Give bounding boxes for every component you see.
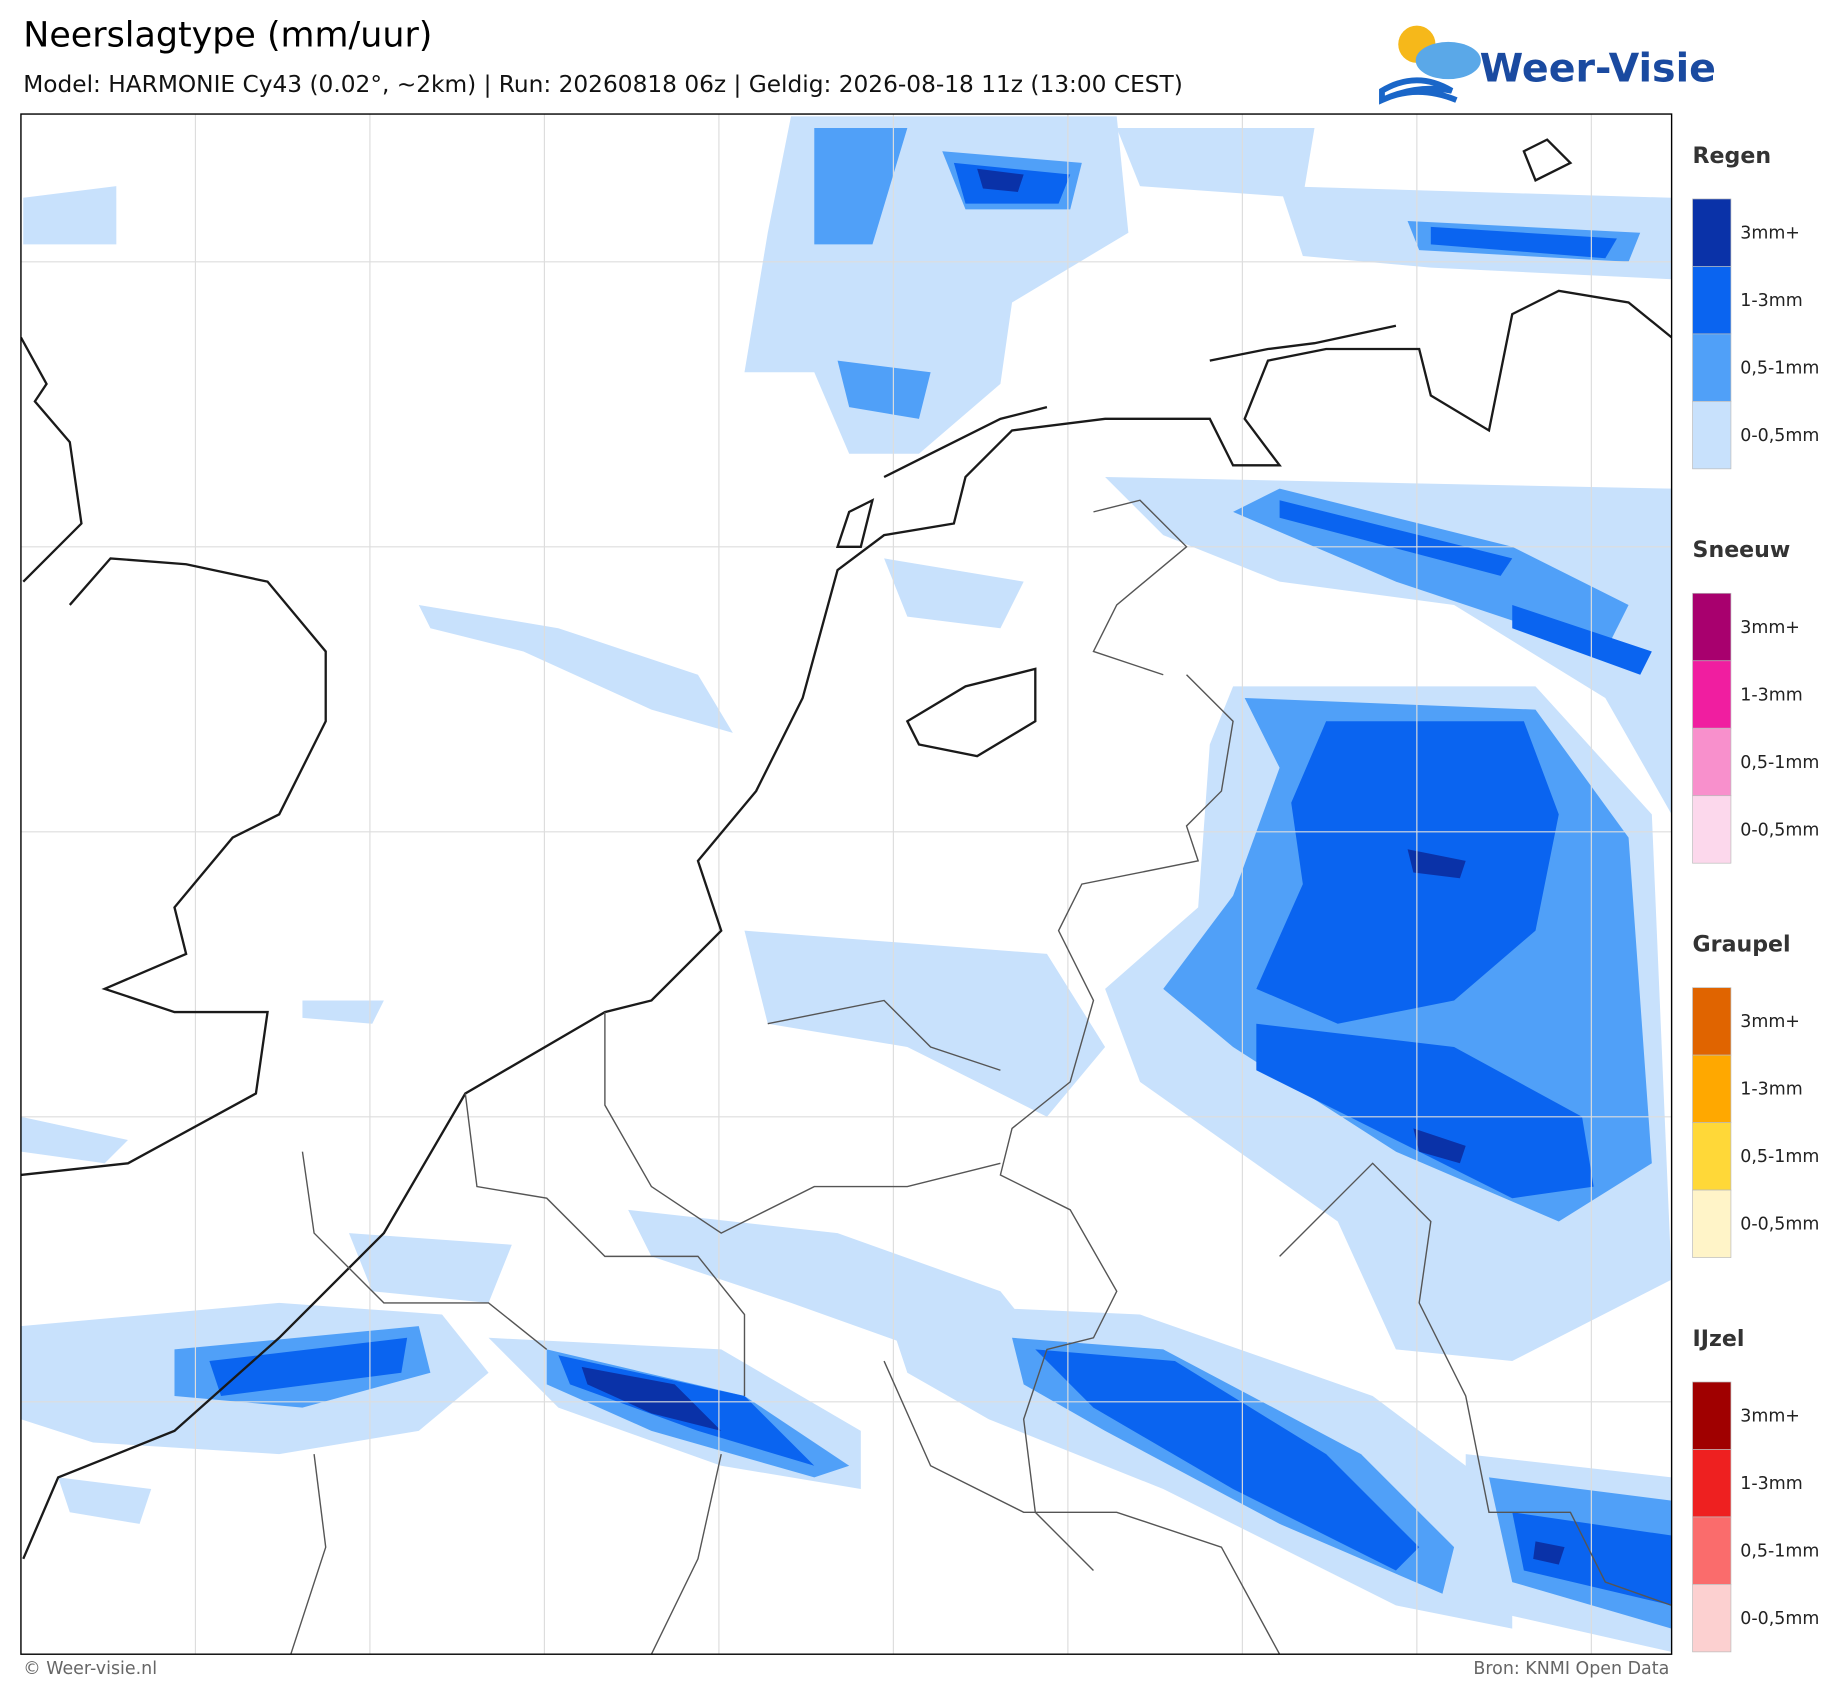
legend-swatch bbox=[1692, 987, 1732, 1056]
legend-title: IJzel bbox=[1693, 1326, 1745, 1352]
copyright: © Weer-visie.nl bbox=[23, 1659, 157, 1679]
title: Neerslagtype (mm/uur) bbox=[23, 16, 432, 56]
legend-swatch bbox=[1692, 1189, 1732, 1258]
legend-label: 3mm+ bbox=[1740, 1012, 1800, 1032]
legend-swatch bbox=[1692, 795, 1732, 864]
legend-swatch bbox=[1692, 1122, 1732, 1191]
legend-label: 0,5-1mm bbox=[1740, 753, 1819, 773]
legend-label: 0,5-1mm bbox=[1740, 358, 1819, 378]
legend-label: 3mm+ bbox=[1740, 1407, 1800, 1427]
legend: Regen 3mm+ 1-3mm 0,5-1mm 0-0,5mm Sneeuw 3mm+ 1-… bbox=[1692, 143, 1819, 1653]
legend-label: 0-0,5mm bbox=[1740, 820, 1819, 840]
logo-text: Weer-Visie bbox=[1480, 45, 1716, 91]
legend-label: 1-3mm bbox=[1740, 291, 1802, 311]
map-frame bbox=[20, 113, 1673, 1655]
legend-swatch bbox=[1692, 401, 1732, 470]
legend-label: 0-0,5mm bbox=[1740, 426, 1819, 446]
legend-label: 3mm+ bbox=[1740, 224, 1800, 244]
legend-swatch bbox=[1692, 1054, 1732, 1123]
legend-swatch bbox=[1692, 1584, 1732, 1653]
legend-label: 1-3mm bbox=[1740, 1080, 1802, 1100]
map bbox=[20, 114, 1672, 1655]
legend-title: Sneeuw bbox=[1693, 537, 1791, 563]
legend-swatch bbox=[1692, 592, 1732, 662]
legend-swatch bbox=[1692, 198, 1732, 267]
legend-swatch bbox=[1692, 333, 1732, 402]
legend-label: 0,5-1mm bbox=[1740, 1147, 1819, 1167]
legend-label: 3mm+ bbox=[1740, 618, 1800, 638]
legend-label: 0-0,5mm bbox=[1740, 1215, 1819, 1235]
legend-swatch bbox=[1692, 1449, 1732, 1518]
subtitle: Model: HARMONIE Cy43 (0.02°, ~2km) | Run… bbox=[23, 71, 1183, 98]
legend-swatch bbox=[1692, 660, 1732, 729]
logo: Weer-Visie bbox=[1379, 25, 1716, 105]
legend-label: 0,5-1mm bbox=[1740, 1541, 1819, 1561]
legend-label: 1-3mm bbox=[1740, 685, 1802, 705]
legend-swatch bbox=[1692, 1381, 1732, 1450]
legend-swatch bbox=[1692, 727, 1732, 797]
legend-swatch bbox=[1692, 1516, 1732, 1585]
legend-label: 0-0,5mm bbox=[1740, 1609, 1819, 1629]
legend-title: Regen bbox=[1693, 143, 1772, 169]
legend-label: 1-3mm bbox=[1740, 1474, 1802, 1494]
legend-swatch bbox=[1692, 266, 1732, 335]
source: Bron: KNMI Open Data bbox=[1473, 1659, 1669, 1679]
legend-title: Graupel bbox=[1693, 932, 1791, 958]
